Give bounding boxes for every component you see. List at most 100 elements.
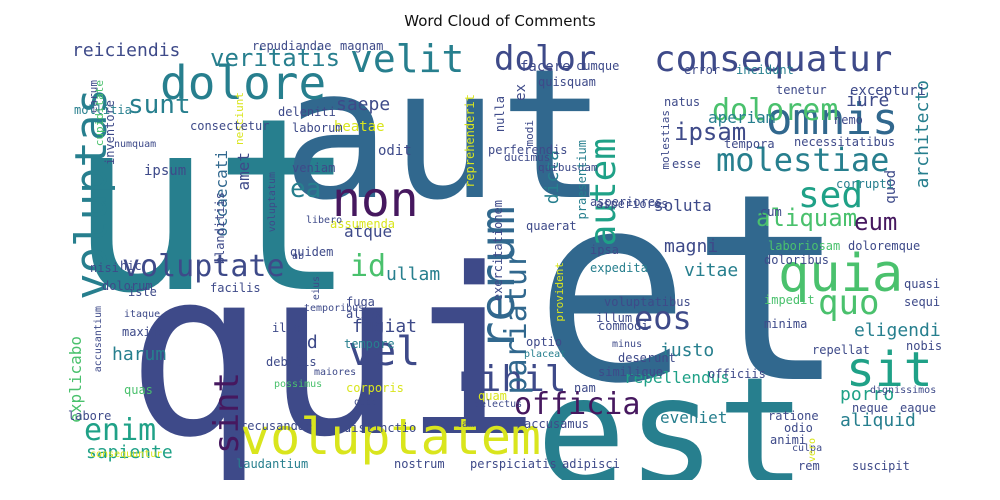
word-qui: qui [126, 221, 542, 480]
word-maiores: maiores [314, 367, 357, 378]
word-deserunt: deserunt [618, 351, 676, 365]
word-dolor: dolor [494, 40, 597, 79]
word-fugiat: fugiat [352, 316, 418, 337]
word-amet: amet [234, 152, 253, 191]
word-voluptatem: voluptatem [240, 408, 542, 466]
word-ullam: ullam [386, 264, 441, 285]
word-nisi: nisi [90, 261, 119, 275]
word-sunt: sunt [128, 90, 191, 120]
word-iusto: iusto [660, 340, 715, 361]
word-animi: animi [770, 433, 807, 447]
word-ipsa: ipsa [590, 243, 619, 257]
word-omnis: omnis [766, 94, 899, 145]
word-pariatur: pariatur [499, 250, 534, 395]
word-facilis: facilis [210, 281, 261, 295]
word-eligendi: eligendi [854, 320, 941, 341]
word-exercitationem: exercitationem [491, 200, 505, 302]
word-soluta: soluta [654, 196, 712, 215]
word-saepe: saepe [336, 94, 391, 115]
word-deleniti: deleniti [278, 105, 336, 119]
word-quibusdam: quibusdam [538, 161, 598, 174]
word-atque: atque [344, 222, 393, 241]
word-error: error [684, 63, 721, 77]
word-excepturi: excepturi [850, 83, 926, 99]
word-ratione: ratione [768, 409, 819, 423]
word-minus: minus [612, 339, 643, 350]
word-ipsam: ipsam [674, 118, 747, 146]
word-corrupti: corrupti [836, 177, 894, 191]
word-odio: odio [784, 421, 813, 435]
word-repellat: repellat [812, 343, 870, 357]
word-necessitatibus: necessitatibus [794, 135, 896, 149]
word-eos: eos [634, 299, 692, 337]
word-itaque: itaque [124, 309, 161, 320]
word-natus: natus [664, 95, 701, 109]
word-asperiores-2: asperiores [590, 195, 663, 209]
word-expedita: expedita [590, 261, 648, 275]
word-sapiente: sapiente [86, 442, 173, 463]
word-aliquid: aliquid [840, 410, 916, 431]
word-accusamus: accusamus [524, 417, 590, 431]
word-repellendus: repellendus [624, 368, 730, 387]
word-reprehenderit: reprehenderit [463, 94, 477, 188]
word-incidunt: incidunt [736, 63, 794, 77]
word-laborum: laborum [292, 121, 343, 135]
word-perspiciatis: perspiciatis [470, 457, 557, 471]
word-enim: enim [84, 413, 157, 448]
word-doloribus: doloribus [764, 253, 830, 267]
word-aperiam: aperiam [708, 108, 776, 127]
word-sint: sint [207, 372, 247, 454]
word-cloud: ut aut qui et est voluptatem voluptas dolore con… [64, 40, 944, 480]
word-ea: ea [290, 174, 322, 204]
word-totam: totam [444, 419, 475, 430]
word-et: et [534, 139, 848, 441]
word-illum: illum [596, 311, 633, 325]
word-consectetur: consectetur [190, 119, 270, 133]
word-ad: ad [296, 332, 318, 353]
word-maxime: maxime [122, 325, 166, 339]
word-dolore: dolore [160, 56, 327, 110]
word-dignissimos: dignissimos [870, 385, 937, 396]
word-esse: esse [672, 157, 701, 171]
word-dolorem: dolorem [712, 93, 839, 128]
word-autem: autem [583, 138, 624, 247]
word-officiis: officiis [708, 367, 766, 381]
word-temporibus: temporibus [304, 303, 365, 314]
word-delectus: delectus [474, 399, 523, 410]
word-tempore: tempore [344, 337, 395, 351]
word-reiciendis: reiciendis [72, 40, 181, 61]
word-ab: ab [292, 251, 305, 262]
word-ex: ex [513, 84, 529, 101]
word-labore: labore [68, 409, 112, 423]
word-porro: porro [840, 384, 895, 405]
word-possimus: possimus [274, 379, 323, 390]
word-perferendis: perferendis [488, 143, 568, 157]
word-non: non [332, 172, 419, 228]
word-placeat: placeat [524, 349, 567, 360]
word-nihil: nihil [458, 359, 567, 400]
word-vitae: vitae [684, 260, 739, 281]
word-quisquam: quisquam [538, 75, 596, 89]
word-aliquam: aliquam [756, 204, 858, 232]
word-minima: minima [764, 317, 808, 331]
word-voluptate: voluptate [122, 249, 285, 284]
word-provident: provident [553, 262, 566, 322]
word-numquam: numquam [114, 139, 157, 150]
word-voluptatum: voluptatum [267, 172, 278, 233]
word-dolorum: dolorum [102, 279, 153, 293]
word-similique: similique [598, 365, 664, 379]
word-facere: facere [520, 59, 571, 75]
chart-title: Word Cloud of Comments [404, 12, 596, 30]
word-alias: alias [346, 307, 383, 321]
word-voluptatibus: voluptatibus [604, 295, 691, 309]
word-aut: aut [282, 40, 608, 240]
word-consequuntur: consequuntur [90, 449, 163, 460]
word-veniam: veniam [292, 161, 336, 175]
word-ducimus: ducimus [504, 151, 551, 164]
word-quas: quas [124, 383, 153, 397]
word-neque: neque [852, 401, 889, 415]
word-id: id [350, 249, 387, 284]
word-eaque: eaque [900, 401, 937, 415]
word-adipisci: adipisci [562, 457, 620, 471]
